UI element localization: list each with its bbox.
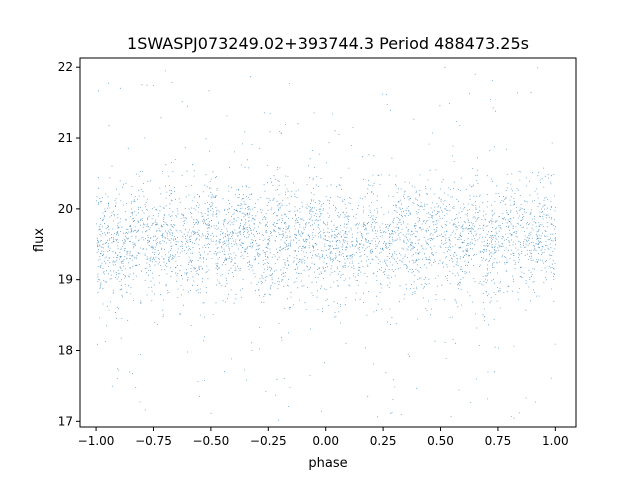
x-tick-label: −0.75 [135,434,172,448]
x-axis-label: phase [308,456,347,471]
y-tick-label: 17 [58,414,73,428]
y-tick-label: 22 [58,60,73,74]
x-axis: −1.00 −0.75 −0.50 −0.25 0.00 0.25 0.50 0.75 1.00 [78,427,569,448]
x-tick-label: −0.25 [250,434,287,448]
x-tick-label: −0.50 [192,434,229,448]
y-tick-label: 21 [58,131,73,145]
chart-title: 1SWASPJ073249.02+393744.3 Period 488473.… [127,34,529,53]
x-tick-label: 0.25 [370,434,397,448]
x-tick-label: 0.00 [312,434,339,448]
plot-frame [79,57,577,428]
y-axis-label: flux [32,228,47,252]
y-axis: 17 18 19 20 21 22 [58,60,80,428]
x-tick-label: 0.75 [485,434,512,448]
x-tick-label: −1.00 [78,434,115,448]
y-tick-label: 20 [58,202,73,216]
x-tick-label: 0.50 [427,434,454,448]
y-tick-label: 18 [58,344,73,358]
y-tick-label: 19 [58,273,73,287]
x-tick-label: 1.00 [542,434,569,448]
